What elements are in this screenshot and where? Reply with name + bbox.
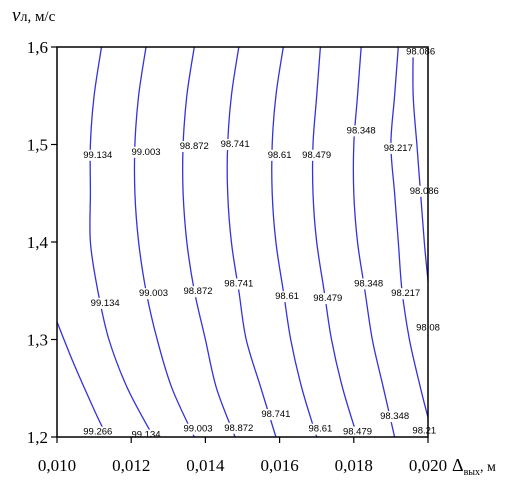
x-tick-label: 0,016 <box>260 456 298 475</box>
contour-line <box>133 47 195 437</box>
contour-label: 98.348 <box>347 125 376 136</box>
contour-label: 98.61 <box>309 424 333 435</box>
contour-label-background <box>260 409 292 421</box>
x-tick-label: 0,012 <box>112 456 150 475</box>
y-ticks: 1,2 1,3 1,4 1,5 1,6 <box>27 38 57 447</box>
contour-line <box>57 321 110 437</box>
contour-line <box>390 47 428 418</box>
contour-label-background <box>89 297 121 309</box>
contour-line <box>226 47 277 437</box>
contour-lines <box>57 47 428 437</box>
contour-label: 99.134 <box>91 298 120 309</box>
y-tick-label: 1,3 <box>27 331 48 350</box>
contour-label-background <box>223 422 255 434</box>
x-axis-title: Δвых, м <box>452 455 496 478</box>
contour-label-background <box>219 139 251 150</box>
contour-label: 98.479 <box>313 293 342 304</box>
contour-line <box>89 47 155 437</box>
contour-label-background <box>312 293 344 305</box>
contour-label: 98.217 <box>391 288 420 299</box>
contour-label-background <box>390 288 422 300</box>
contour-label-background <box>408 185 440 197</box>
contour-label: 98.61 <box>275 291 299 302</box>
contour-line <box>182 47 236 437</box>
contour-label-background <box>307 423 334 435</box>
contour-label: 98.872 <box>224 423 253 434</box>
contour-label: 98.741 <box>224 278 253 289</box>
contour-label-background <box>130 146 162 158</box>
y-tick-label: 1,4 <box>27 233 49 252</box>
contour-label-background <box>353 278 385 290</box>
contour-label: 98.741 <box>221 139 250 150</box>
contour-label-background <box>223 278 255 290</box>
contour-labels: 99.134 99.003 98.872 98.741 98.61 98.479 98.34… <box>82 46 441 441</box>
y-tick-label: 1,2 <box>27 428 48 447</box>
y-tick-label: 1,6 <box>27 38 48 57</box>
x-tick-label: 0,010 <box>38 456 76 475</box>
contour-label: 98.61 <box>268 150 292 161</box>
contour-label-background <box>138 288 170 300</box>
x-axis-symbol: Δ <box>452 455 464 475</box>
contour-line <box>352 47 396 437</box>
plot-frame <box>56 46 429 438</box>
contour-label: 99.003 <box>183 424 212 435</box>
contour-label-background <box>178 141 210 152</box>
contour-label: 98.086 <box>406 46 435 57</box>
contour-label: 98.086 <box>410 186 439 197</box>
contour-label: 98.348 <box>380 411 409 422</box>
contour-label-background <box>82 426 114 438</box>
contour-label: 99.266 <box>83 427 112 438</box>
y-axis-unit: , м/с <box>27 9 55 25</box>
contour-label: 98.741 <box>261 409 290 420</box>
contour-label-background <box>130 429 162 441</box>
contour-label-background <box>342 426 374 438</box>
x-tick-label: 0,020 <box>409 456 447 475</box>
contour-label: 99.134 <box>131 430 160 441</box>
contour-label: 99.003 <box>131 147 160 158</box>
contour-label-background <box>182 286 214 298</box>
contour-label-background <box>379 411 411 423</box>
contour-label-background <box>345 125 377 137</box>
contour-label-background <box>182 423 214 435</box>
contour-label-background <box>301 149 333 161</box>
y-axis-title: vл, м/с <box>12 5 56 26</box>
x-axis-subscript: вых <box>464 467 480 478</box>
contour-label: 98.872 <box>183 286 212 297</box>
contour-label-background <box>411 425 438 437</box>
x-tick-label: 0,014 <box>186 456 225 475</box>
contour-label-background <box>266 149 293 161</box>
contour-label: 99.003 <box>139 288 168 299</box>
x-axis-unit: , м <box>480 460 496 475</box>
y-axis-symbol: v <box>12 5 21 26</box>
contour-label: 98.479 <box>343 427 372 438</box>
contour-line <box>311 47 359 437</box>
x-tick-label: 0,018 <box>335 456 373 475</box>
contour-label: 98.872 <box>180 141 209 152</box>
contour-label: 99.134 <box>83 150 112 161</box>
x-ticks: 0,010 0,012 0,014 0,016 0,018 0,020 <box>38 437 447 475</box>
contour-label-background <box>405 46 437 58</box>
contour-label-background <box>382 142 414 154</box>
contour-label: 98.21 <box>412 426 436 437</box>
y-tick-label: 1,5 <box>27 136 48 155</box>
contour-line <box>271 47 318 437</box>
contour-label-background <box>274 291 300 303</box>
contour-label: 98.348 <box>354 278 383 289</box>
contour-line <box>412 47 428 282</box>
contour-label-background <box>82 149 114 161</box>
y-axis-subscript: л <box>20 10 27 25</box>
contour-label: 98.479 <box>302 150 331 161</box>
contour-label: 98.217 <box>384 143 413 154</box>
